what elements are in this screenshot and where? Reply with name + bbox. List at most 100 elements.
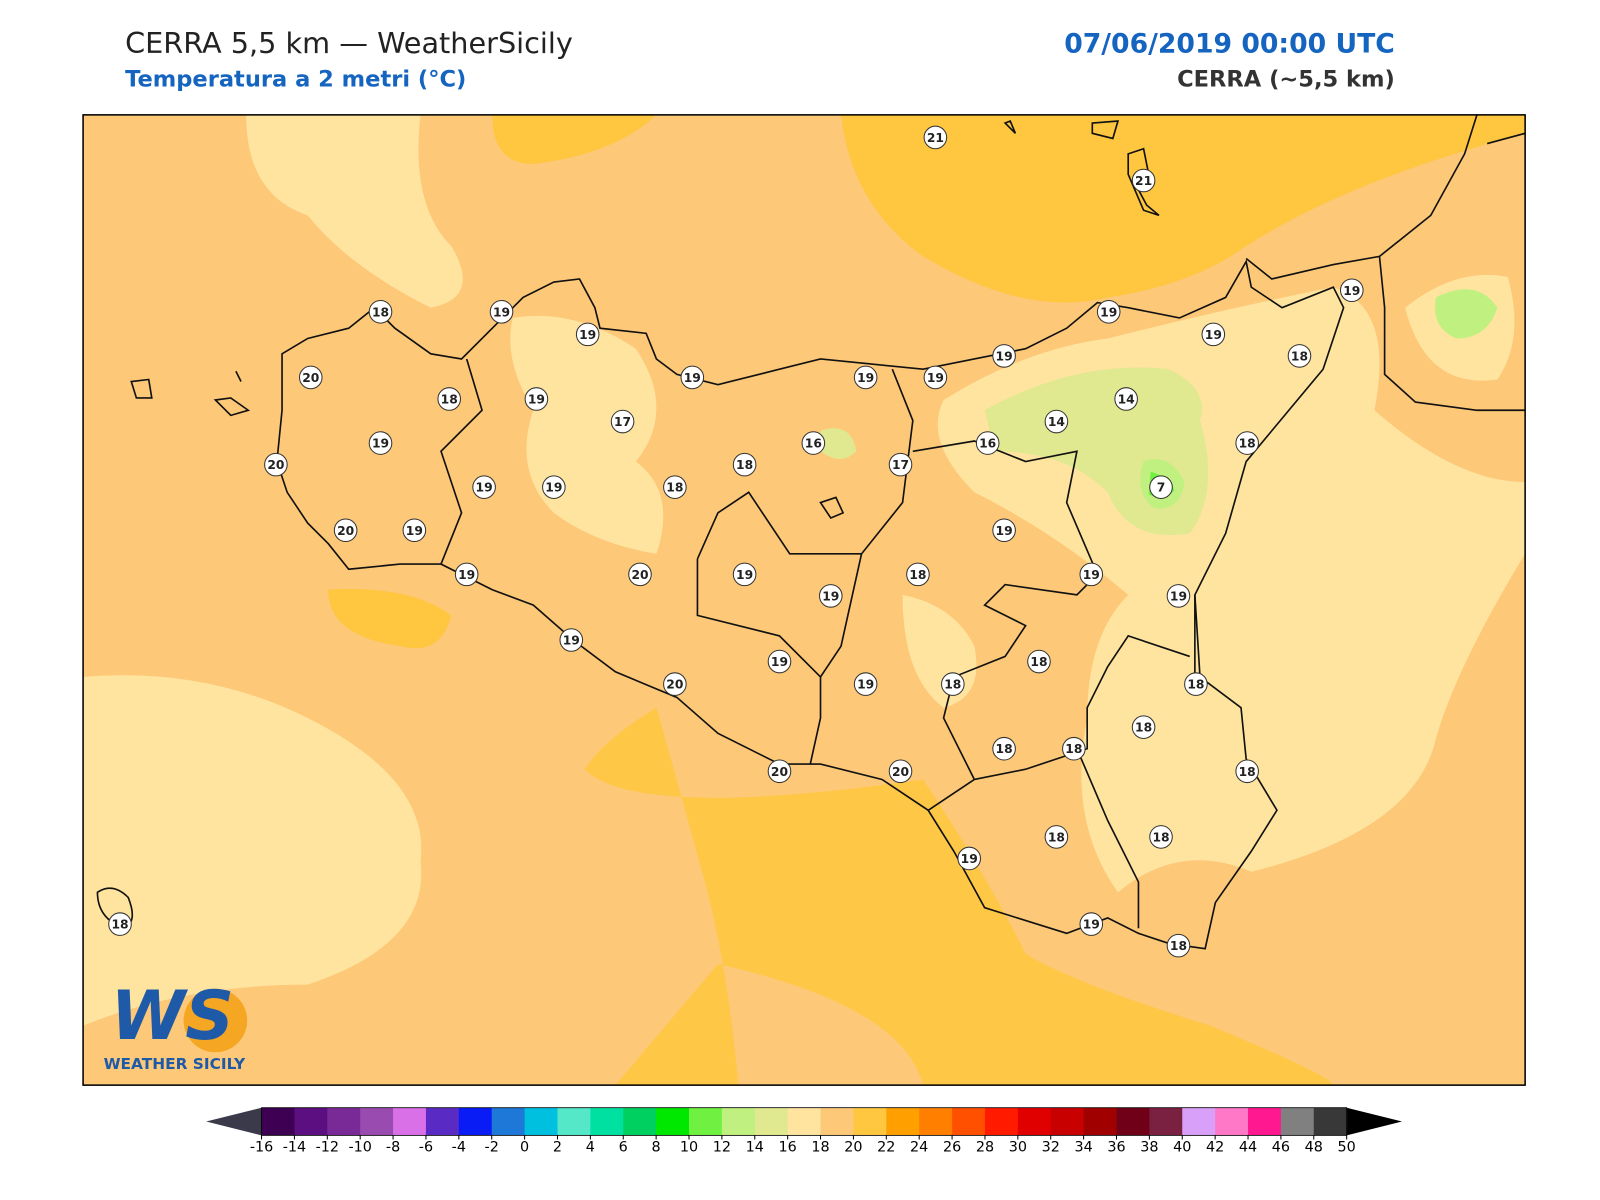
station-value: 20 xyxy=(771,765,788,779)
station-value: 21 xyxy=(927,131,944,145)
station: 19 xyxy=(992,518,1016,543)
station-value: 19 xyxy=(1205,328,1222,342)
station: 18 xyxy=(437,387,462,411)
station: 21 xyxy=(1131,168,1156,193)
station-value: 19 xyxy=(927,371,944,385)
colorbar-tick-label: 10 xyxy=(680,1140,698,1156)
warm-area xyxy=(584,707,1334,1086)
station-marker xyxy=(663,475,687,499)
station: 19 xyxy=(818,584,843,608)
colorbar-segment xyxy=(261,1107,295,1136)
colorbar-segment xyxy=(689,1107,723,1136)
station-marker xyxy=(992,736,1016,761)
station: 18 xyxy=(906,562,930,587)
station: 19 xyxy=(957,846,982,871)
colorbar-tick-label: -6 xyxy=(419,1140,433,1156)
station-marker xyxy=(853,672,878,696)
colorbar-segment xyxy=(590,1107,624,1136)
station-marker xyxy=(888,759,913,784)
station-marker xyxy=(818,584,843,608)
station-value: 19 xyxy=(996,524,1013,538)
station-marker xyxy=(108,912,132,936)
station-value: 18 xyxy=(1239,765,1256,779)
station-value: 19 xyxy=(476,481,493,495)
station-value: 18 xyxy=(996,742,1013,756)
station: 18 xyxy=(1287,344,1312,368)
station: 18 xyxy=(732,452,757,477)
colorbar-segment xyxy=(393,1107,427,1136)
colorbar-tick-label: 2 xyxy=(553,1140,562,1156)
station: 18 xyxy=(992,736,1016,761)
station-marker xyxy=(1166,933,1191,958)
station-value: 19 xyxy=(1343,284,1360,298)
station: 18 xyxy=(1184,672,1208,696)
station-value: 16 xyxy=(979,437,996,451)
station-value: 18 xyxy=(1152,830,1169,844)
station-value: 19 xyxy=(406,524,423,538)
station-marker xyxy=(975,431,1000,455)
colorbar-segment xyxy=(1280,1107,1315,1136)
station-marker xyxy=(368,300,393,324)
station: 19 xyxy=(402,518,427,543)
colorbar-segment xyxy=(1313,1107,1348,1136)
station-marker xyxy=(524,387,549,411)
colorbar-tick-label: 34 xyxy=(1074,1140,1092,1156)
station-marker xyxy=(1114,387,1138,411)
station: 20 xyxy=(628,562,652,587)
warm-area xyxy=(328,589,452,649)
station-marker xyxy=(489,300,514,324)
station: 19 xyxy=(1201,322,1226,347)
station-marker xyxy=(575,322,600,347)
colorbar-segment xyxy=(425,1107,460,1136)
station-value: 20 xyxy=(666,678,683,692)
colorbar-tick-label: 20 xyxy=(844,1140,862,1156)
colorbar-tick-label: 26 xyxy=(943,1140,961,1156)
station-value: 18 xyxy=(1030,655,1047,669)
colorbar-segment xyxy=(1248,1107,1282,1136)
colorbar-tick-label: 14 xyxy=(746,1140,764,1156)
station-value: 18 xyxy=(1135,721,1152,735)
colorbar-tick-label: 18 xyxy=(811,1140,829,1156)
colorbar-tick-label: -2 xyxy=(485,1140,499,1156)
station: 19 xyxy=(489,300,514,324)
station: 18 xyxy=(1062,736,1086,761)
colorbar-segment xyxy=(623,1107,657,1136)
green-area xyxy=(820,428,857,459)
station-marker xyxy=(992,518,1016,543)
station: 19 xyxy=(1166,584,1191,608)
station-value: 17 xyxy=(892,458,909,472)
station-value: 18 xyxy=(441,393,458,407)
station-marker xyxy=(1027,649,1051,674)
station-value: 19 xyxy=(1100,305,1117,319)
station: 19 xyxy=(542,475,566,499)
station-marker xyxy=(853,365,878,390)
station-marker xyxy=(680,365,705,390)
station-value: 16 xyxy=(805,437,822,451)
station-marker xyxy=(1339,278,1364,303)
station: 19 xyxy=(992,344,1016,368)
station-value: 18 xyxy=(666,481,683,495)
colorbar-segment xyxy=(1083,1107,1118,1136)
station-marker xyxy=(801,431,826,455)
station-marker xyxy=(888,452,913,477)
colorbar-segment xyxy=(1149,1107,1183,1136)
station: 18 xyxy=(941,672,965,696)
station-value: 18 xyxy=(736,458,753,472)
colorbar-segment xyxy=(886,1107,920,1136)
station-marker xyxy=(923,125,948,150)
station: 20 xyxy=(333,518,358,543)
station: 19 xyxy=(575,322,600,347)
station-value: 18 xyxy=(1048,830,1065,844)
station: 19 xyxy=(923,365,948,390)
station: 16 xyxy=(975,431,1000,455)
station: 17 xyxy=(610,409,635,434)
station-value: 19 xyxy=(736,568,753,582)
colorbar-tick-label: 48 xyxy=(1305,1140,1323,1156)
station-marker xyxy=(1287,344,1312,368)
station: 19 xyxy=(1096,300,1121,324)
station-marker xyxy=(264,452,288,477)
colorbar-segment xyxy=(1050,1107,1085,1136)
logo-name: WEATHER SICILY xyxy=(104,1055,246,1073)
